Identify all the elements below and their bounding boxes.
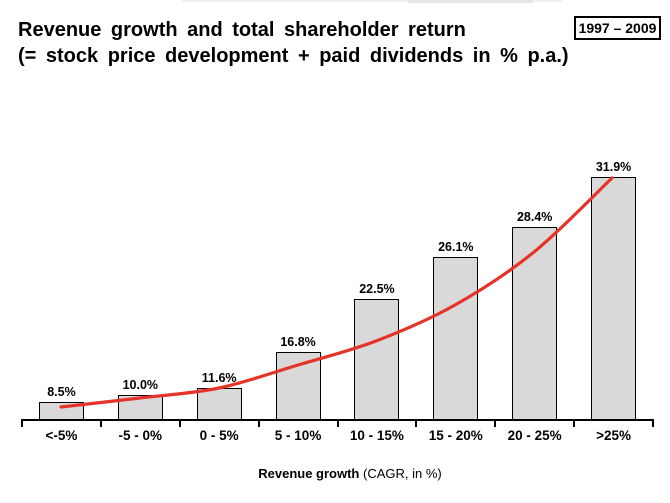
category-label: 15 - 20% (428, 428, 483, 443)
bar-value-label: 11.6% (201, 371, 237, 385)
bar-value-label: 28.4% (516, 210, 553, 224)
category-label: 20 - 25% (507, 428, 562, 443)
bar (275, 352, 321, 420)
period-badge: 1997 – 2009 (574, 16, 661, 40)
bar (433, 257, 479, 420)
top-edge-artifact (408, 0, 533, 3)
x-axis-title-bold: Revenue growth (258, 466, 360, 481)
top-edge-artifact (182, 0, 562, 2)
x-axis-title: Revenue growth (CAGR, in %) (30, 466, 670, 481)
bar-value-label: 31.9% (595, 160, 632, 174)
axis-tick (257, 419, 260, 427)
x-axis-title-note: (CAGR, in %) (363, 466, 442, 481)
axis-tick (336, 419, 339, 427)
category-label: <-5% (45, 428, 78, 443)
bar-value-label: 26.1% (438, 240, 474, 254)
title-line-2: (= stock price development + paid divide… (18, 45, 569, 67)
category-label: >25% (596, 428, 632, 443)
axis-tick (652, 419, 654, 427)
category-label: 5 - 10% (274, 428, 322, 443)
category-label: 0 - 5% (199, 428, 239, 443)
axis-tick (21, 419, 23, 427)
axis-tick (573, 419, 576, 427)
bar-value-label: 16.8% (280, 335, 316, 349)
period-badge-label: 1997 – 2009 (578, 20, 657, 36)
axis-tick (178, 419, 181, 427)
bar-value-label: 22.5% (359, 282, 395, 296)
axis-tick (99, 419, 102, 427)
bar-value-label: 10.0% (122, 378, 159, 392)
title-line-1: Revenue growth and total shareholder ret… (18, 19, 466, 41)
bar-value-label: 8.5% (47, 385, 76, 399)
bar (591, 177, 637, 420)
category-label: 10 - 15% (349, 428, 404, 443)
bar (38, 402, 84, 420)
slide-title: Revenue growth and total shareholder ret… (18, 17, 569, 69)
bar (196, 388, 242, 420)
axis-tick (494, 419, 497, 427)
axis-tick (415, 419, 418, 427)
bar (512, 227, 558, 420)
bar (354, 299, 400, 420)
category-label: -5 - 0% (118, 428, 163, 443)
bar (117, 395, 163, 420)
